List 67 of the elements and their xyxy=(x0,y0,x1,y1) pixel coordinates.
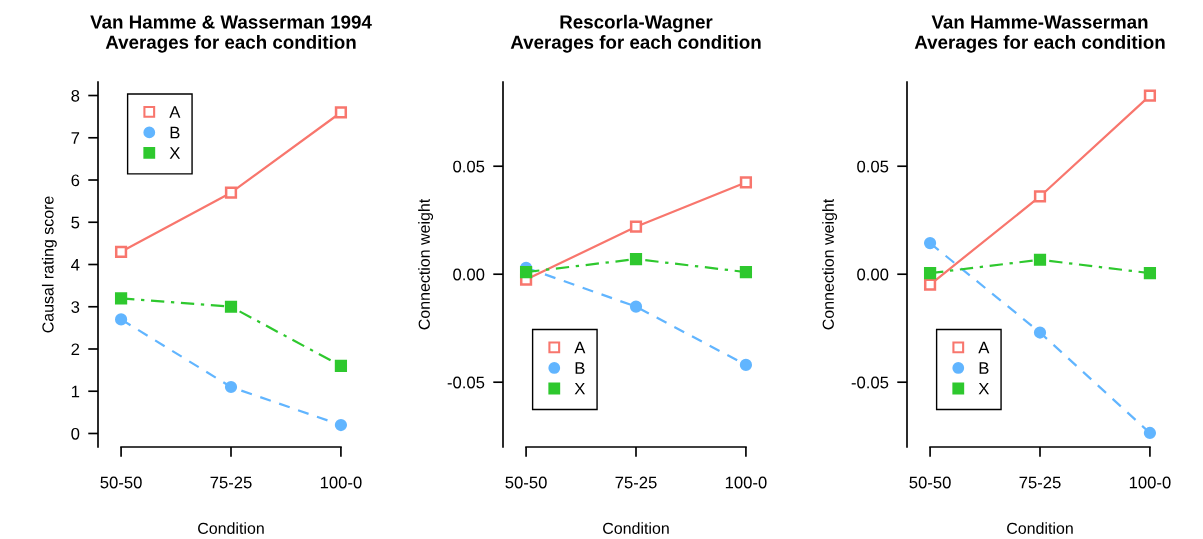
legend-label: B xyxy=(575,362,585,374)
y-tick-label: 0.00 xyxy=(857,268,889,281)
y-tick-label: 0.00 xyxy=(453,268,485,281)
y-tick-label: 0.05 xyxy=(857,160,889,173)
x-tick-label: 50-50 xyxy=(100,476,142,489)
chart-title: Van Hamme-Wasserman Averages for each condition xyxy=(914,15,1165,53)
point xyxy=(334,418,348,432)
point xyxy=(334,106,348,119)
x-axis-title: Condition xyxy=(1007,522,1073,534)
legend-label: X xyxy=(978,382,990,395)
y-tick-label: 5 xyxy=(71,216,80,229)
x-tick-label: 75-25 xyxy=(210,476,252,489)
x-axis-title: Condition xyxy=(198,522,264,534)
point xyxy=(629,252,643,266)
chart-title: Van Hamme & Wasserman 1994 Averages for each condition xyxy=(90,15,372,53)
point xyxy=(1033,326,1047,339)
point xyxy=(114,292,128,305)
y-tick-label: 0.05 xyxy=(453,160,485,173)
x-axis-title: Condition xyxy=(603,522,669,534)
x-tick-label: 50-50 xyxy=(505,476,547,489)
point xyxy=(1143,426,1157,440)
point xyxy=(1143,267,1157,280)
legend-label: A xyxy=(978,341,990,354)
point xyxy=(739,176,753,189)
y-tick-label: 1 xyxy=(71,385,80,398)
legend-label: A xyxy=(169,106,181,118)
y-tick-label: -0.05 xyxy=(447,376,485,389)
y-axis-title: Causal rating score xyxy=(41,196,57,333)
y-tick-label: 7 xyxy=(71,132,80,144)
point xyxy=(519,265,533,279)
y-tick-label: 3 xyxy=(71,301,80,313)
x-tick-label: 75-25 xyxy=(615,476,657,489)
point xyxy=(923,267,937,280)
point xyxy=(923,237,937,250)
point xyxy=(1033,190,1047,203)
point xyxy=(739,358,753,372)
point xyxy=(1033,253,1047,266)
x-tick-label: 100-0 xyxy=(725,476,767,489)
point xyxy=(224,186,238,199)
y-tick-label: 8 xyxy=(71,89,80,102)
y-tick-label: -0.05 xyxy=(851,376,889,389)
chart-title: Rescorla-Wagner Averages for each condition xyxy=(510,14,761,53)
y-tick-label: 2 xyxy=(71,343,80,356)
x-tick-label: 100-0 xyxy=(320,476,362,489)
point xyxy=(629,300,643,313)
y-tick-label: 0 xyxy=(71,427,80,440)
point xyxy=(923,278,937,291)
point xyxy=(629,220,643,233)
y-axis-title: Connection weight xyxy=(418,198,434,330)
y-tick-label: 6 xyxy=(71,174,80,187)
legend-label: X xyxy=(169,147,181,159)
legend-label: X xyxy=(574,382,586,395)
point xyxy=(224,300,238,313)
x-tick-label: 75-25 xyxy=(1019,476,1061,489)
x-tick-label: 100-0 xyxy=(1129,476,1171,489)
point xyxy=(224,380,238,394)
point xyxy=(1143,89,1157,102)
legend-label: B xyxy=(979,362,989,374)
x-tick-label: 50-50 xyxy=(909,476,951,489)
y-tick-label: 4 xyxy=(71,259,80,271)
point xyxy=(114,245,128,258)
point xyxy=(114,313,128,326)
point xyxy=(334,359,348,372)
y-axis-title: Connection weight xyxy=(822,198,838,330)
legend-label: B xyxy=(170,126,180,139)
legend-label: A xyxy=(574,341,586,354)
point xyxy=(739,265,753,279)
